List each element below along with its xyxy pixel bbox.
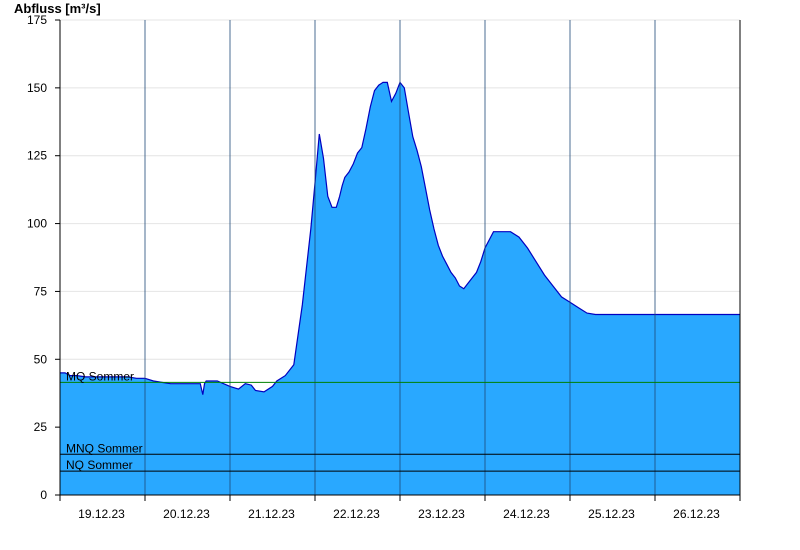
reference-line-label: NQ Sommer — [66, 458, 133, 472]
y-tick-label: 175 — [27, 13, 47, 27]
y-tick-label: 100 — [27, 217, 47, 231]
reference-line-label: MNQ Sommer — [66, 441, 143, 455]
x-ticks: 19.12.23 20.12.23 21.12.23 22.12.23 23.12.23… — [59, 495, 741, 521]
x-tick-label: 22.12.23 — [333, 507, 380, 521]
x-tick-label: 26.12.23 — [673, 507, 720, 521]
x-tick-label: 21.12.23 — [248, 507, 295, 521]
x-tick-label: 20.12.23 — [163, 507, 210, 521]
x-tick-label: 25.12.23 — [588, 507, 635, 521]
x-tick-label: 23.12.23 — [418, 507, 465, 521]
y-ticks: 0 25 50 75 100 125 150 175 — [27, 13, 60, 502]
y-tick-label: 150 — [27, 81, 47, 95]
y-axis-title: Abfluss [m³/s] — [14, 1, 101, 16]
x-tick-label: 19.12.23 — [78, 507, 125, 521]
reference-lines: MQ Sommer MNQ Sommer NQ Sommer — [60, 369, 740, 472]
y-tick-label: 50 — [34, 352, 48, 366]
y-tick-label: 125 — [27, 149, 47, 163]
reference-line-label: MQ Sommer — [66, 369, 134, 383]
y-tick-label: 25 — [34, 420, 48, 434]
y-tick-label: 75 — [34, 284, 48, 298]
y-tick-label: 0 — [40, 488, 47, 502]
day-separators — [144, 20, 656, 495]
x-tick-label: 24.12.23 — [503, 507, 550, 521]
discharge-line — [60, 81, 740, 395]
